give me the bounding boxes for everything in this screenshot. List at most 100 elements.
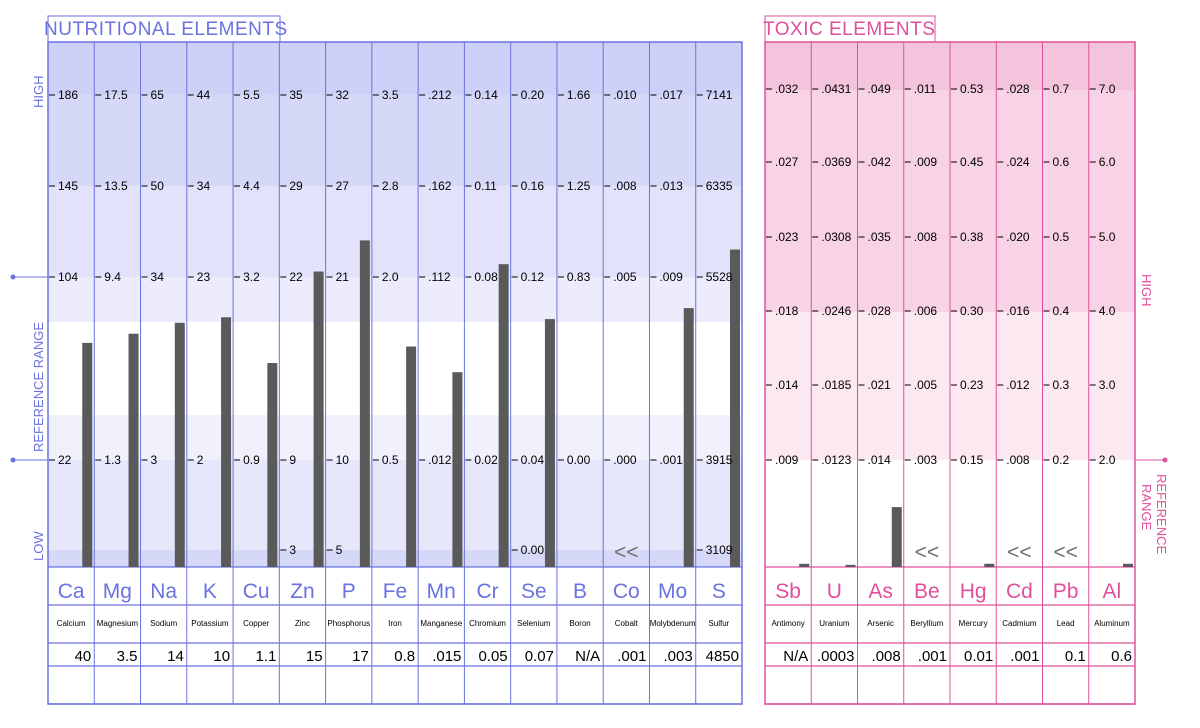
tick-label-cr: 0.02 xyxy=(474,453,498,467)
symbol-as: As xyxy=(868,580,893,603)
tick-label-k: 2 xyxy=(197,453,204,467)
tick-label-pb: 0.5 xyxy=(1053,230,1070,244)
tick-label-al: 6.0 xyxy=(1099,155,1116,169)
tick-label-u: .0123 xyxy=(821,453,851,467)
tick-label-co: .000 xyxy=(613,453,637,467)
tick-label-hg: 0.30 xyxy=(960,304,984,318)
result-mn: .015 xyxy=(432,648,461,665)
below-range-marker-cd: << xyxy=(1007,541,1032,564)
grid-lines xyxy=(10,15,1168,705)
tick-label-u: .0185 xyxy=(821,378,851,392)
symbol-mn: Mn xyxy=(427,580,456,603)
name-pb: Lead xyxy=(1057,619,1075,628)
name-mg: Magnesium xyxy=(97,619,139,628)
tick-label-mn: .162 xyxy=(428,179,452,193)
below-range-marker-be: << xyxy=(915,541,940,564)
bar-ca xyxy=(82,342,93,567)
tick-label-p: 32 xyxy=(336,88,350,102)
bar-fe xyxy=(406,346,417,567)
name-ca: Calcium xyxy=(57,619,86,628)
tick-label-b: 0.83 xyxy=(567,270,591,284)
tick-label-al: 4.0 xyxy=(1099,304,1116,318)
tick-label-be: .009 xyxy=(914,155,938,169)
tick-label-co: .008 xyxy=(613,179,637,193)
name-fe: Iron xyxy=(388,619,402,628)
element-labels: Ca Calcium 40 Mg Magnesium 3.5 Na Sodium 14 K Pota… xyxy=(57,541,1132,665)
low-tick-label-s: 3109 xyxy=(706,543,733,557)
nutritional-high-label: HIGH xyxy=(31,76,46,109)
result-as: .008 xyxy=(872,648,901,665)
result-be: .001 xyxy=(918,648,947,665)
low-tick-label-se: 0.00 xyxy=(521,543,545,557)
reference-low-dot xyxy=(10,457,16,463)
tick-label-sb: .014 xyxy=(775,378,799,392)
tick-label-cd: .024 xyxy=(1006,155,1030,169)
result-k: 10 xyxy=(213,648,230,665)
tick-label-cr: 0.08 xyxy=(474,270,498,284)
symbol-se: Se xyxy=(521,580,547,603)
tick-label-k: 44 xyxy=(197,88,211,102)
nutritional-low-label: LOW xyxy=(31,531,46,561)
toxic-high-label: HIGH xyxy=(1139,274,1154,307)
toxic-title-frame xyxy=(764,15,936,42)
tick-label-mo: .013 xyxy=(659,179,683,193)
tick-label-cu: 3.2 xyxy=(243,270,260,284)
nutritional-band xyxy=(48,322,742,415)
symbol-s: S xyxy=(712,580,726,603)
tick-label-cr: 0.14 xyxy=(474,88,498,102)
name-sb: Antimony xyxy=(771,619,804,628)
tick-label-fe: 2.0 xyxy=(382,270,399,284)
tick-label-cd: .012 xyxy=(1006,378,1030,392)
tick-label-mn: .012 xyxy=(428,453,452,467)
tick-label-zn: 9 xyxy=(289,453,296,467)
tick-label-k: 23 xyxy=(197,270,211,284)
toxic-reference-label: REFERENCE RANGE xyxy=(1139,474,1169,555)
nutritional-reference-label: REFERENCE RANGE xyxy=(31,322,46,452)
name-cu: Copper xyxy=(243,619,270,628)
name-al: Aluminum xyxy=(1094,619,1130,628)
result-mg: 3.5 xyxy=(117,648,138,665)
tick-label-cd: .028 xyxy=(1006,82,1030,96)
result-p: 17 xyxy=(352,648,369,665)
tick-label-pb: 0.2 xyxy=(1053,453,1070,467)
result-mo: .003 xyxy=(664,648,693,665)
symbol-be: Be xyxy=(914,580,940,603)
tick-label-pb: 0.7 xyxy=(1053,82,1070,96)
tick-label-be: .006 xyxy=(914,304,938,318)
tick-label-se: 0.20 xyxy=(521,88,545,102)
symbol-mg: Mg xyxy=(103,580,132,603)
tick-label-mn: .212 xyxy=(428,88,452,102)
tick-label-se: 0.04 xyxy=(521,453,545,467)
tick-label-be: .005 xyxy=(914,378,938,392)
symbol-mo: Mo xyxy=(658,580,687,603)
name-co: Cobalt xyxy=(615,619,639,628)
tick-labels: 1861451042217.513.59.41.3655034344342325… xyxy=(49,82,1116,557)
tick-label-mo: .009 xyxy=(659,270,683,284)
symbol-sb: Sb xyxy=(775,580,801,603)
tick-label-as: .042 xyxy=(868,155,892,169)
symbol-hg: Hg xyxy=(960,580,987,603)
name-mn: Manganese xyxy=(420,619,462,628)
tick-label-al: 3.0 xyxy=(1099,378,1116,392)
toxic-reference-dot xyxy=(1162,457,1168,463)
name-cr: Chromium xyxy=(469,619,506,628)
bar-se xyxy=(544,319,555,567)
symbol-u: U xyxy=(827,580,842,603)
tick-label-se: 0.16 xyxy=(521,179,545,193)
name-p: Phosphorus xyxy=(327,619,370,628)
tick-label-p: 10 xyxy=(336,453,350,467)
result-cd: .001 xyxy=(1010,648,1039,665)
bar-k xyxy=(221,317,232,567)
tick-label-se: 0.12 xyxy=(521,270,545,284)
bar-p xyxy=(359,240,370,567)
symbol-cd: Cd xyxy=(1006,580,1033,603)
result-pb: 0.1 xyxy=(1065,648,1086,665)
tick-label-co: .005 xyxy=(613,270,637,284)
result-cr: 0.05 xyxy=(478,648,507,665)
result-se: 0.07 xyxy=(525,648,554,665)
tick-label-na: 34 xyxy=(151,270,165,284)
nutritional-band xyxy=(48,186,742,277)
bar-al xyxy=(1123,563,1133,567)
nutritional-band xyxy=(48,277,742,322)
